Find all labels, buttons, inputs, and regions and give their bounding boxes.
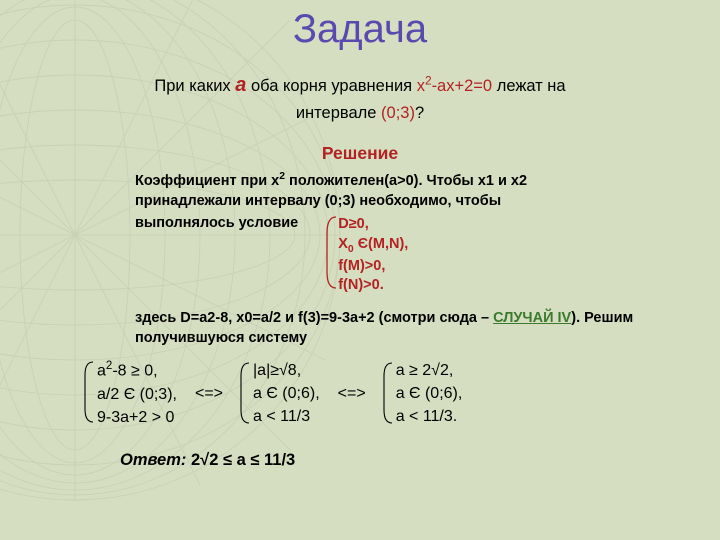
coefficient-text: Коэффициент при x2 положителен(а>0). Что… bbox=[35, 170, 685, 211]
slide-content: Задача При каких а оба корня уравнения х… bbox=[0, 0, 720, 470]
implies-1: <=> bbox=[195, 385, 223, 403]
condition-label: выполнялось условие bbox=[135, 215, 298, 231]
bracket-icon bbox=[83, 360, 95, 424]
answer: Ответ: 2√2 ≤ a ≤ 11/3 bbox=[35, 451, 685, 470]
red-bracket-icon bbox=[324, 215, 338, 290]
here-text: здесь D=a2-8, x0=a/2 и f(3)=9-3a+2 (смот… bbox=[35, 308, 685, 349]
system-2: |a|≥√8, a Є (0;6), a < 11/3 bbox=[241, 359, 320, 429]
bracket-icon bbox=[382, 361, 394, 425]
interval: (0;3) bbox=[381, 104, 415, 122]
slide-title: Задача bbox=[35, 7, 685, 52]
param-a: а bbox=[235, 74, 246, 96]
red-system: D≥0, X0 Є(M,N), f(M)>0, f(N)>0. bbox=[338, 215, 408, 296]
systems-row: a2-8 ≥ 0, a/2 Є (0;3), 9-3a+2 > 0 <=> |a… bbox=[35, 358, 685, 429]
solution-heading: Решение bbox=[35, 143, 685, 164]
case-link[interactable]: СЛУЧАЙ IV bbox=[493, 310, 571, 326]
bracket-icon bbox=[239, 361, 251, 425]
implies-2: <=> bbox=[338, 385, 366, 403]
system-3: a ≥ 2√2, a Є (0;6), a < 11/3. bbox=[384, 359, 463, 429]
system-1: a2-8 ≥ 0, a/2 Є (0;3), 9-3a+2 > 0 bbox=[85, 358, 177, 429]
equation: х2-ах+2=0 bbox=[417, 77, 492, 95]
condition-row: выполнялось условие D≥0, X0 Є(M,N), f(M)… bbox=[35, 215, 685, 296]
problem-statement: При каких а оба корня уравнения х2-ах+2=… bbox=[35, 70, 685, 127]
